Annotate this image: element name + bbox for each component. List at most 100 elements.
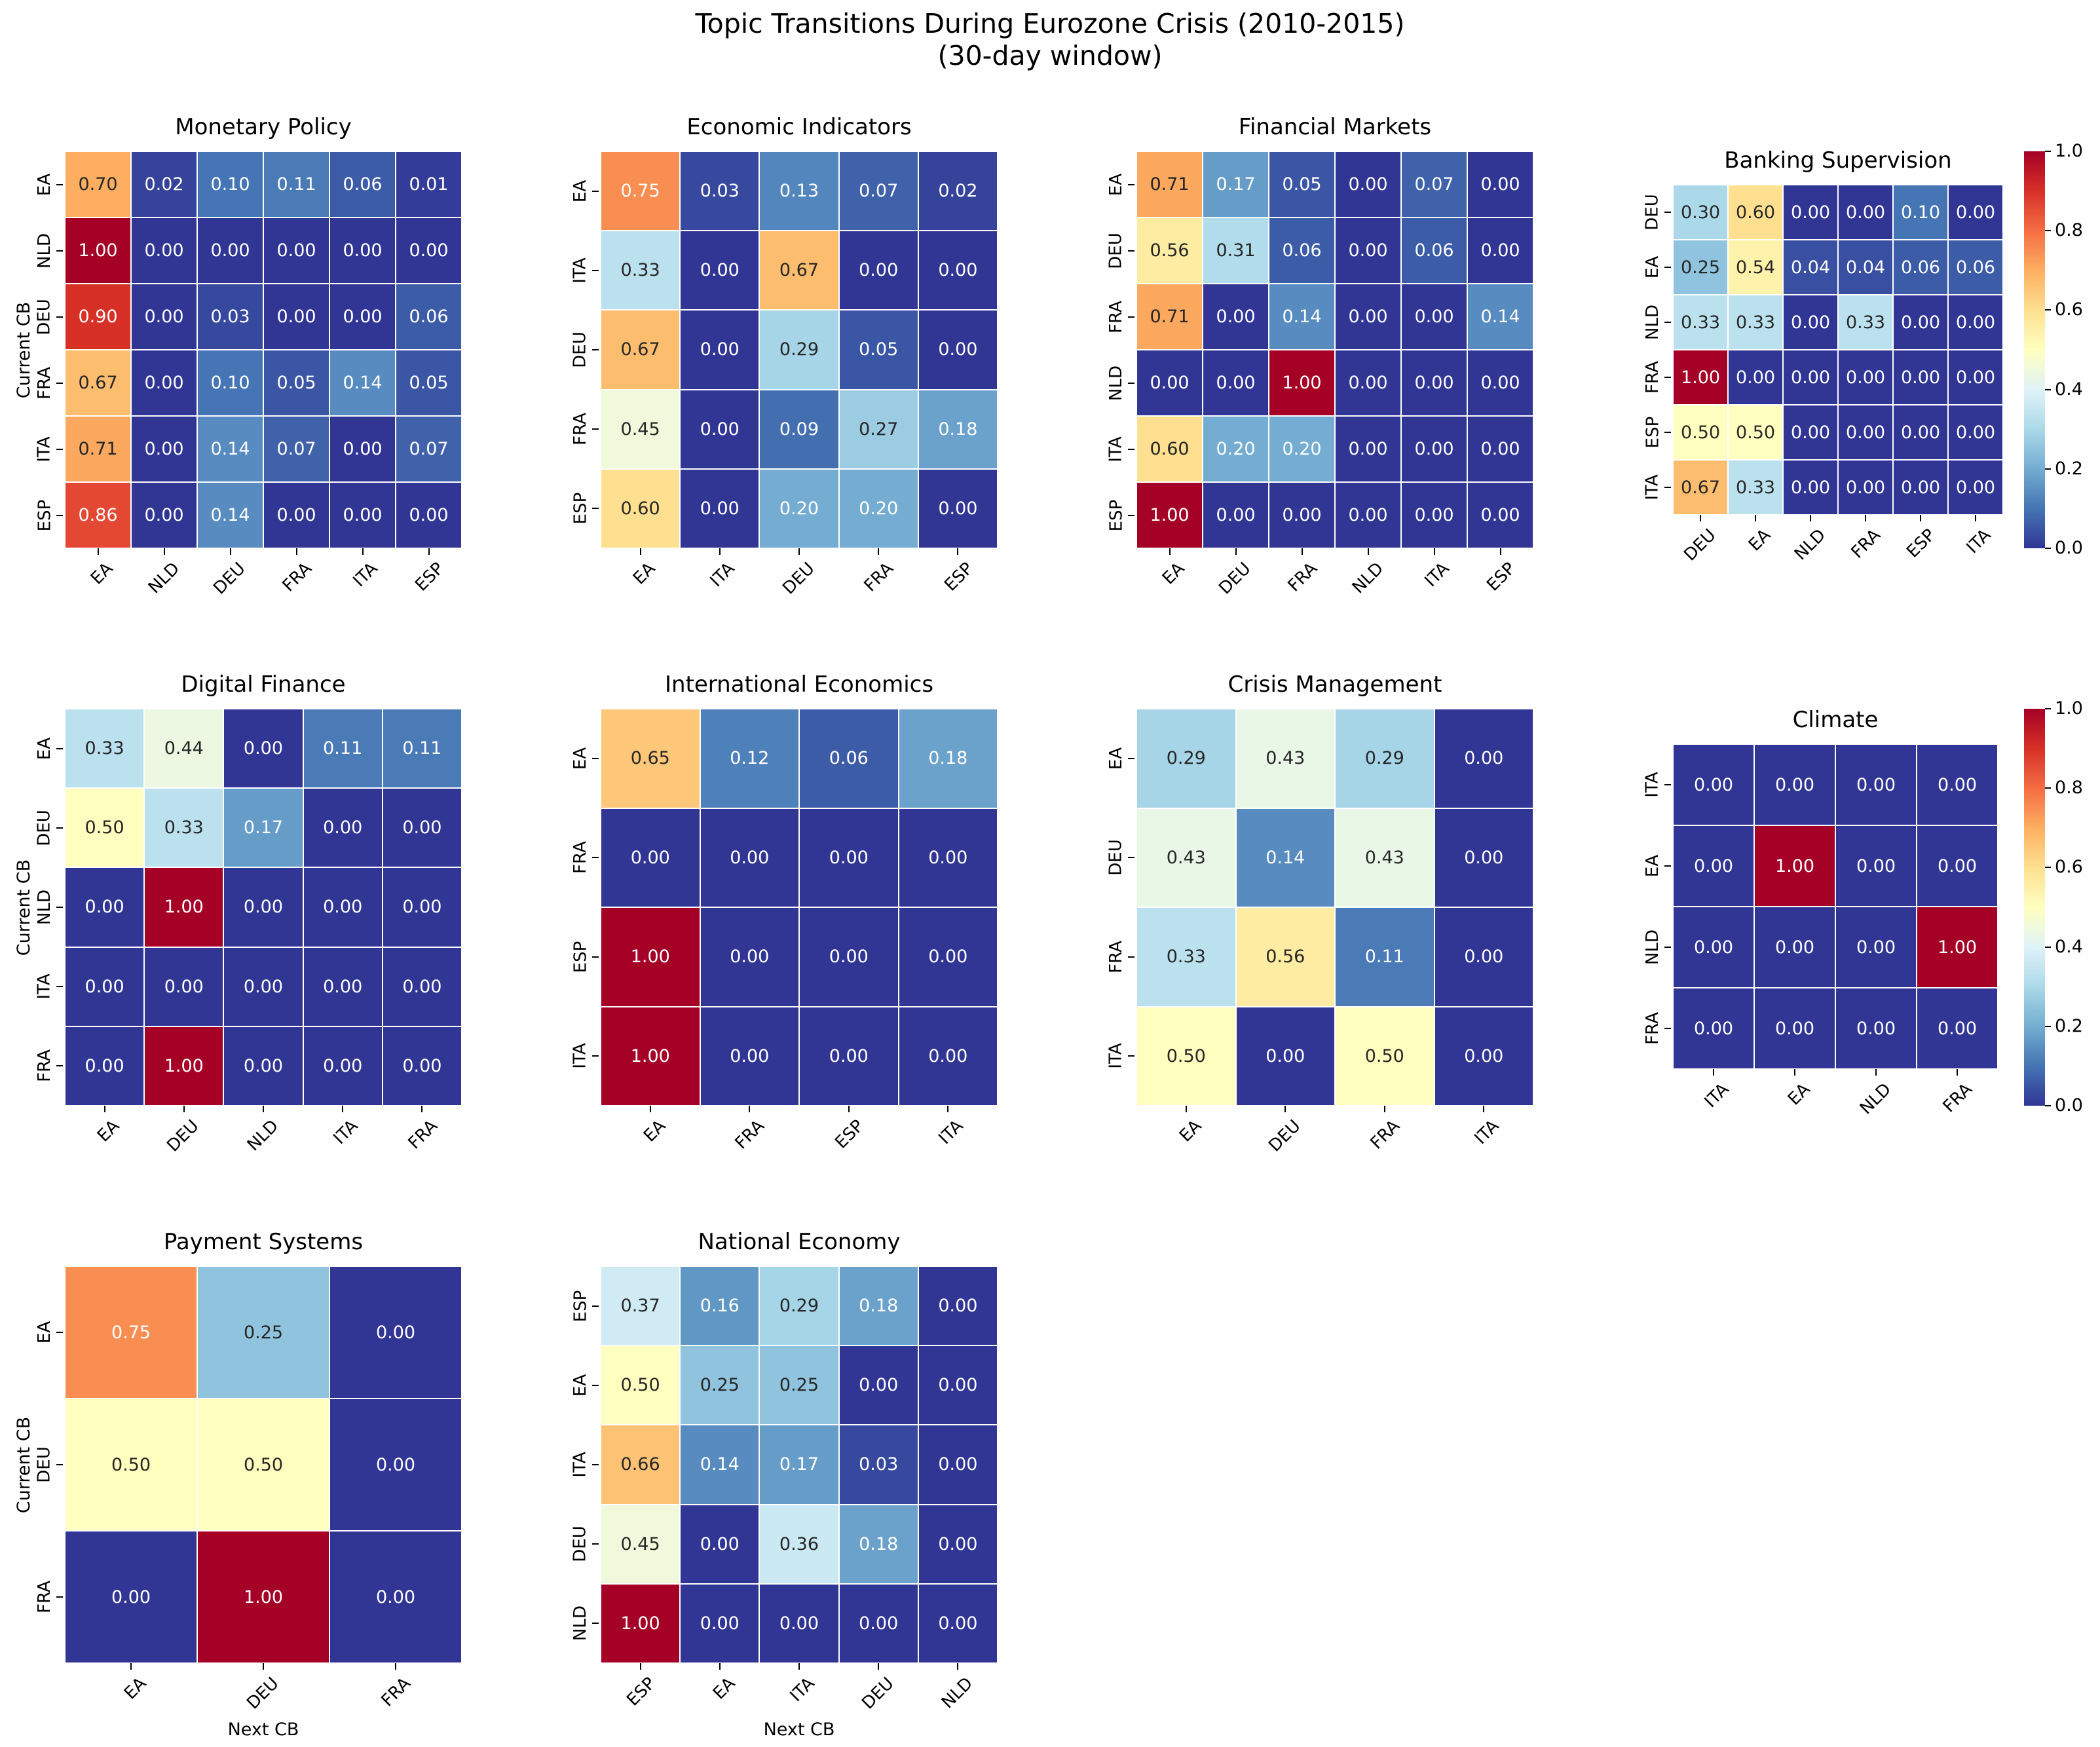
heatmap-cell: 0.25	[1674, 240, 1727, 294]
heatmap-cell: 0.06	[1269, 218, 1334, 283]
y-tick-mark	[1128, 183, 1134, 185]
heatmap-cell: 0.06	[330, 152, 395, 217]
heatmap-cell: 1.00	[1137, 483, 1202, 548]
heatmap-cell: 1.00	[601, 908, 700, 1006]
heatmap-cell: 0.18	[839, 1267, 918, 1345]
heatmap-cell: 0.20	[839, 469, 918, 548]
heatmap-cell: 0.00	[224, 947, 303, 1026]
heatmap-cell: 1.00	[145, 1026, 223, 1105]
heatmap-cell: 1.00	[1755, 826, 1835, 906]
x-tick-mark	[878, 1663, 880, 1670]
heatmap-cell: 0.67	[601, 310, 680, 389]
heatmap-cell: 0.18	[839, 1505, 918, 1583]
heatmap-cell: 0.50	[601, 1346, 680, 1425]
x-tick-label: NLD	[1856, 1080, 1896, 1119]
x-tick-mark	[719, 548, 721, 555]
x-tick-label: EA	[1159, 559, 1189, 589]
y-tick-label: ITA	[35, 436, 55, 462]
heatmap-cell: 0.00	[303, 789, 382, 867]
y-tick-label: FRA	[35, 1581, 55, 1613]
y-tick-mark	[56, 1596, 63, 1598]
heatmap-grid: 0.33 0.44 0.00 0.11 0.11 0.50 0.33 0.17 0.00 0.00…	[65, 709, 462, 1106]
heatmap-cell: 0.00	[303, 947, 382, 1026]
x-tick-mark	[1794, 1069, 1795, 1076]
heatmap-cell: 0.00	[330, 417, 395, 481]
heatmap-cell: 0.00	[899, 808, 997, 907]
heatmap-cell: 0.50	[1674, 405, 1727, 459]
x-tick-mark	[1483, 1106, 1485, 1112]
x-tick-mark	[229, 548, 231, 555]
heatmap-cell: 0.00	[1755, 988, 1835, 1068]
heatmap-cell: 0.00	[66, 1531, 197, 1662]
x-tick-mark	[1383, 1106, 1385, 1112]
heatmap-cell: 0.00	[1269, 483, 1334, 548]
heatmap-cell: 0.09	[760, 390, 838, 468]
y-tick-mark	[1128, 857, 1134, 859]
x-tick-mark	[1713, 1069, 1714, 1076]
heatmap-cell: 0.14	[330, 350, 395, 415]
heatmap-cell: 0.00	[1784, 350, 1837, 404]
heatmap-cell: 0.07	[264, 417, 329, 481]
heatmap-cell: 0.70	[66, 152, 130, 217]
heatmap-cell: 0.00	[800, 1007, 898, 1105]
heatmap-cell: 0.00	[1674, 745, 1753, 825]
heatmap-cell: 0.50	[1729, 405, 1782, 459]
x-tick-label: FRA	[377, 1674, 415, 1711]
heatmap-grid: 0.75 0.03 0.13 0.07 0.02 0.33 0.00 0.67 0.00 0.00…	[601, 151, 998, 548]
colorbar-tick-mark	[2045, 946, 2051, 948]
y-tick-label: NLD	[1643, 930, 1662, 965]
y-tick-label: DEU	[571, 1526, 591, 1562]
heatmap-cell: 0.14	[1269, 284, 1334, 349]
heatmap-cell: 0.00	[1203, 483, 1268, 548]
heatmap-cell: 0.00	[1755, 745, 1835, 825]
heatmap-cell: 0.06	[1894, 240, 1947, 294]
heatmap-cell: 0.17	[1203, 152, 1268, 217]
y-tick-label: ESP	[571, 493, 590, 525]
heatmap-cell: 0.43	[1336, 808, 1434, 907]
heatmap-cell: 0.00	[1468, 417, 1533, 481]
x-tick-mark	[1367, 548, 1369, 555]
heatmap-cell: 0.00	[1336, 350, 1400, 415]
heatmap-cell: 0.00	[330, 1267, 461, 1398]
x-tick-label: DEU	[857, 1674, 898, 1714]
x-axis-label: Next CB	[763, 1719, 835, 1740]
y-tick-mark	[1664, 865, 1671, 867]
colorbar-tick-label: 1.0	[2055, 141, 2083, 161]
heatmap-cell: 0.00	[330, 1531, 461, 1662]
heatmap-cell: 0.00	[1336, 417, 1400, 481]
heatmap-cell: 0.00	[1336, 284, 1400, 349]
heatmap-cell: 0.56	[1137, 218, 1202, 283]
y-tick-label: NLD	[35, 233, 54, 269]
heatmap-cell: 0.00	[918, 1346, 997, 1425]
heatmap-cell: 0.18	[918, 390, 997, 468]
y-tick-mark	[56, 514, 63, 516]
x-tick-label: ITA	[707, 559, 740, 592]
colorbar-tick-mark	[2045, 151, 2051, 152]
x-tick-mark	[103, 1106, 105, 1112]
heatmap-payment-systems: Payment Systems Current CB Next CB 0.75 0…	[14, 1229, 462, 1740]
y-tick-mark	[1128, 316, 1134, 318]
heatmap-cell: 0.20	[1269, 417, 1334, 481]
x-tick-mark	[719, 1663, 721, 1670]
heatmap-cell: 0.33	[1839, 295, 1892, 349]
heatmap-cell: 0.44	[145, 709, 223, 788]
x-tick-label: FRA	[278, 559, 316, 596]
heatmap-cell: 0.20	[760, 469, 838, 548]
heatmap-cell: 0.36	[760, 1505, 838, 1583]
heatmap-cell: 0.00	[1203, 284, 1268, 349]
y-tick-mark	[56, 316, 63, 318]
colorbar-tick-label: 1.0	[2055, 698, 2083, 719]
y-tick-mark	[56, 907, 63, 908]
y-tick-label: DEU	[35, 1446, 55, 1483]
heatmap-cell: 0.00	[66, 947, 144, 1026]
heatmap-cell: 0.17	[760, 1425, 838, 1504]
y-axis-label: Current CB	[14, 301, 35, 398]
x-tick-label: FRA	[1939, 1080, 1977, 1117]
heatmap-cell: 0.01	[396, 152, 461, 217]
colorbar-tick-label: 0.8	[2055, 778, 2083, 798]
y-axis-label: Current CB	[14, 859, 35, 956]
colorbar-tick-label: 0.0	[2055, 1095, 2083, 1116]
x-tick-label: ESP	[411, 559, 448, 595]
heatmap-cell: 0.00	[1784, 185, 1837, 239]
y-tick-label: ESP	[1643, 416, 1662, 449]
